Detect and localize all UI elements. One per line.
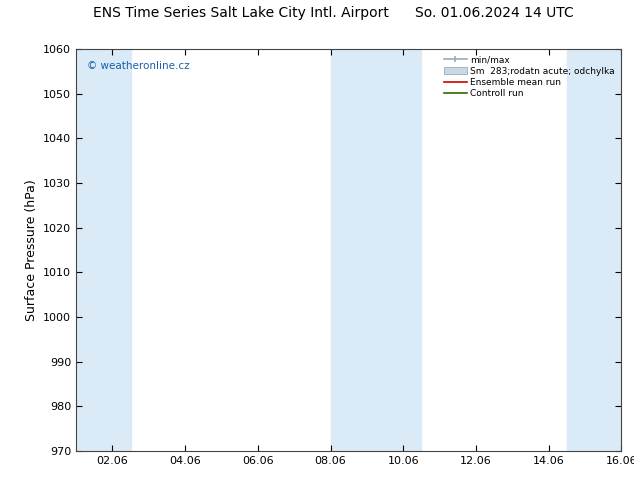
Text: © weatheronline.cz: © weatheronline.cz (87, 61, 190, 71)
Bar (76, 49, 131, 451)
Bar (567, 49, 621, 451)
Bar (330, 49, 422, 451)
Text: ENS Time Series Salt Lake City Intl. Airport: ENS Time Series Salt Lake City Intl. Air… (93, 5, 389, 20)
Text: So. 01.06.2024 14 UTC: So. 01.06.2024 14 UTC (415, 5, 574, 20)
Legend: min/max, Sm  283;rodatn acute; odchylka, Ensemble mean run, Controll run: min/max, Sm 283;rodatn acute; odchylka, … (443, 53, 617, 100)
Y-axis label: Surface Pressure (hPa): Surface Pressure (hPa) (25, 179, 37, 321)
